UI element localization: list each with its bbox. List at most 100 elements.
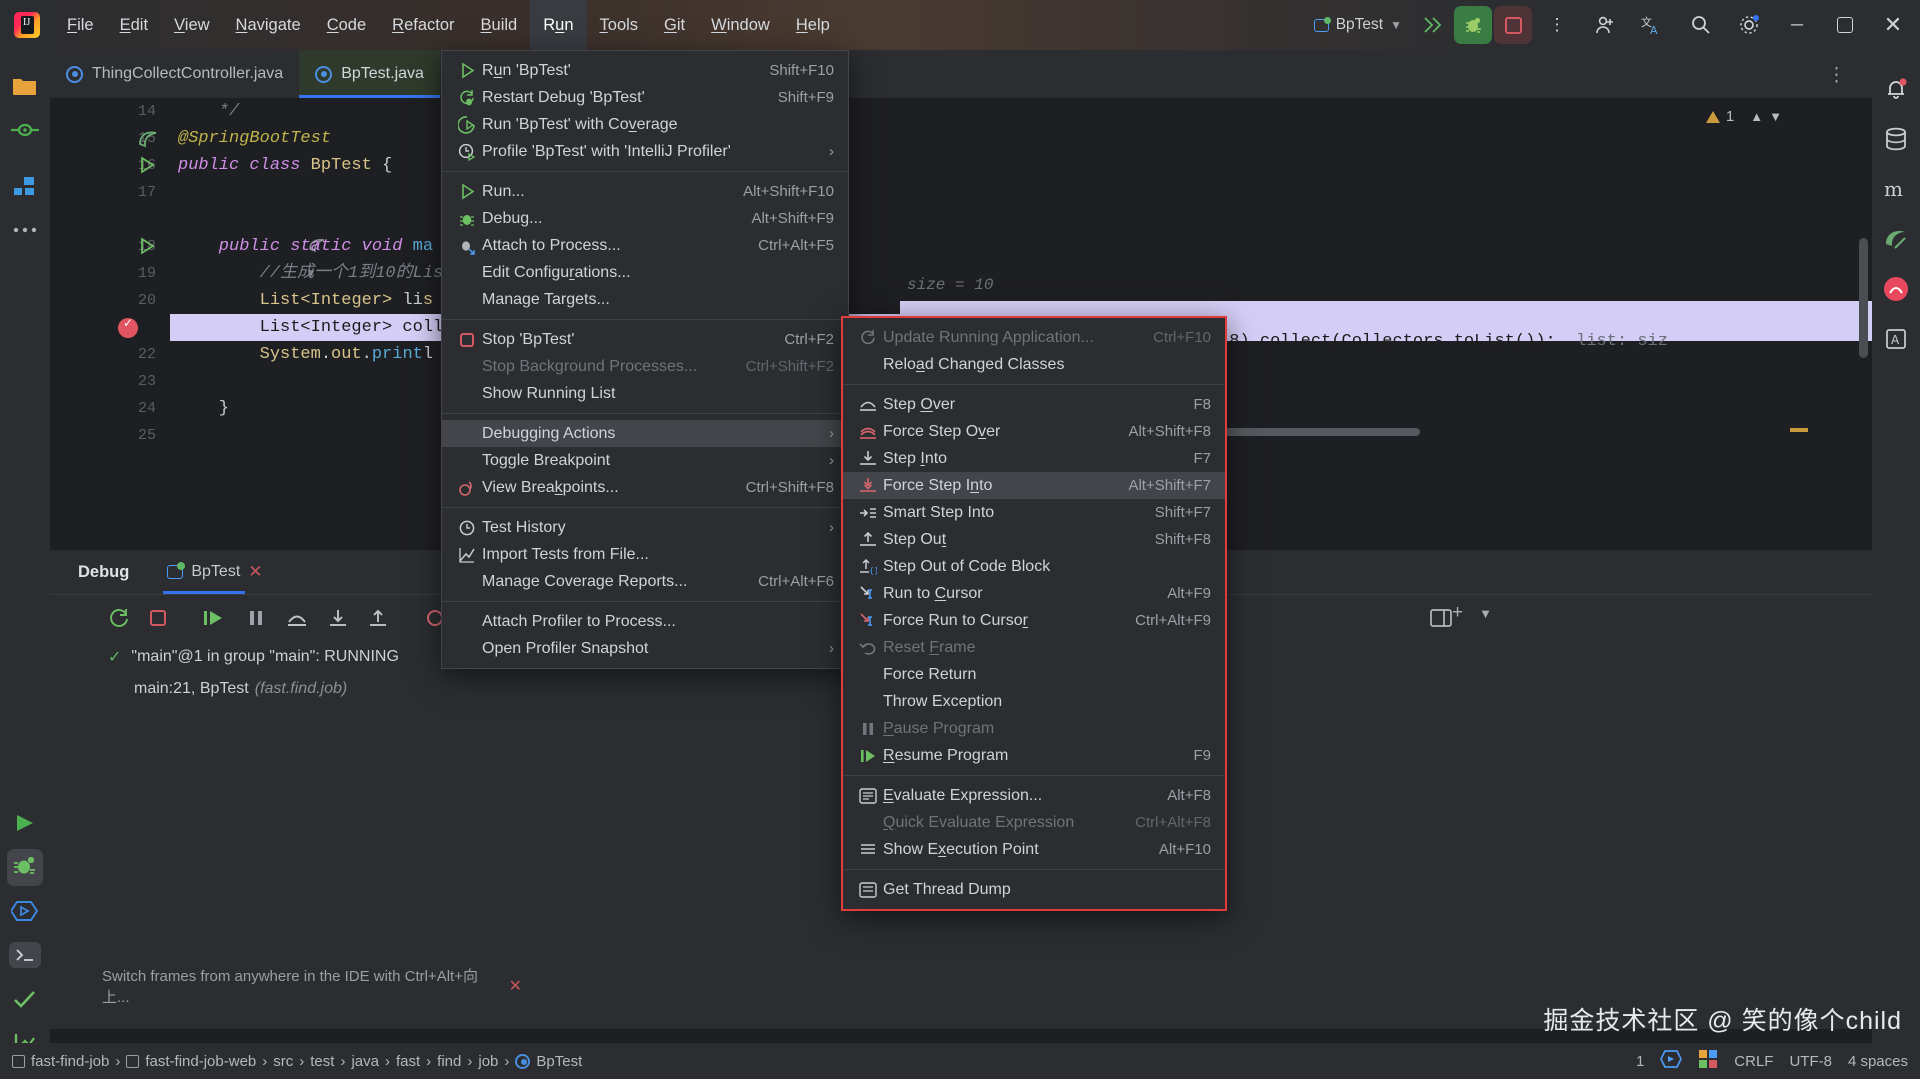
menu-refactor[interactable]: Refactor xyxy=(392,16,455,34)
menu-run-dots[interactable]: Run... Alt+Shift+F10 xyxy=(442,178,848,205)
gutter-line-breakpoint[interactable] xyxy=(50,314,170,341)
menu-tools[interactable]: Tools xyxy=(599,16,639,34)
close-button[interactable]: ✕ xyxy=(1883,12,1903,37)
breadcrumb-fast-find-job-web[interactable]: fast-find-job-web xyxy=(126,1053,256,1070)
breadcrumb-fast-find-job[interactable]: fast-find-job xyxy=(12,1053,109,1070)
thread-row[interactable]: ✓ "main"@1 in group "main": RUNNING xyxy=(50,640,1872,674)
layout-settings-icon[interactable] xyxy=(1430,608,1452,628)
menu-view-breakpoints[interactable]: View Breakpoints... Ctrl+Shift+F8 xyxy=(442,474,848,501)
fold-marker[interactable] xyxy=(1790,428,1808,432)
menu-edit-configurations[interactable]: Edit Configurations... xyxy=(442,259,848,286)
minimize-button[interactable]: ─ xyxy=(1790,15,1804,34)
submenu-reload-changed-classes[interactable]: Reload Changed Classes xyxy=(843,351,1225,378)
spring-icon[interactable] xyxy=(1872,214,1920,264)
submenu-get-thread-dump[interactable]: Get Thread Dump xyxy=(843,876,1225,903)
menu-restart-debug[interactable]: Restart Debug 'BpTest' Shift+F9 xyxy=(442,84,848,111)
menu-run-bptest[interactable]: Run 'BpTest' Shift+F10 xyxy=(442,57,848,84)
step-over-icon[interactable] xyxy=(286,608,308,628)
step-into-icon[interactable] xyxy=(328,608,348,628)
submenu-smart-step-into[interactable]: Smart Step Into Shift+F7 xyxy=(843,499,1225,526)
caret-position[interactable]: 1 xyxy=(1635,1052,1645,1070)
more-tool-windows-icon[interactable] xyxy=(0,208,50,252)
submenu-step-out-of-code-block[interactable]: {} Step Out of Code Block xyxy=(843,553,1225,580)
search-icon[interactable] xyxy=(1678,0,1724,50)
menu-show-running-list[interactable]: Show Running List xyxy=(442,380,848,407)
menu-window[interactable]: Window xyxy=(711,16,770,34)
menu-navigate[interactable]: Navigate xyxy=(235,16,301,34)
maximize-button[interactable] xyxy=(1822,0,1868,50)
run-gutter-icon[interactable] xyxy=(138,237,158,257)
submenu-step-into[interactable]: Step Into F7 xyxy=(843,445,1225,472)
submenu-force-step-into[interactable]: Force Step Into Alt+Shift+F7 xyxy=(843,472,1225,499)
breadcrumb-java[interactable]: java xyxy=(351,1053,379,1070)
prev-problem-icon[interactable]: ▲ xyxy=(1750,109,1764,124)
menu-build[interactable]: Build xyxy=(480,16,518,34)
ai-assistant-icon[interactable] xyxy=(1872,264,1920,314)
indent-setting[interactable]: 4 spaces xyxy=(1847,1052,1908,1070)
services-icon[interactable] xyxy=(0,889,50,933)
stop-button[interactable] xyxy=(1494,6,1532,44)
submenu-resume-program[interactable]: Resume Program F9 xyxy=(843,742,1225,769)
terminal-icon[interactable] xyxy=(0,933,50,977)
editor-gutter[interactable]: 14 15 16 17 18 19 20 xyxy=(50,98,170,550)
menu-profile-intellij-profiler[interactable]: Profile 'BpTest' with 'IntelliJ Profiler… xyxy=(442,138,848,165)
menu-import-tests-from-file[interactable]: Import Tests from File... xyxy=(442,541,848,568)
stop-icon[interactable] xyxy=(150,609,166,626)
menu-code[interactable]: Code xyxy=(326,16,367,34)
menu-debugging-actions[interactable]: Debugging Actions › xyxy=(442,420,848,447)
menu-edit[interactable]: Edit xyxy=(119,16,149,34)
editor-vertical-scrollbar[interactable] xyxy=(1859,238,1868,358)
inspection-status[interactable]: 1 ▲ ▼ xyxy=(1705,108,1782,125)
submenu-step-over[interactable]: Step Over F8 xyxy=(843,391,1225,418)
menu-debug-dots[interactable]: Debug... Alt+Shift+F9 xyxy=(442,205,848,232)
menu-run-with-coverage[interactable]: Run 'BpTest' with Coverage xyxy=(442,111,848,138)
menu-manage-targets[interactable]: Manage Targets... xyxy=(442,286,848,313)
menu-file[interactable]: File xyxy=(67,16,94,34)
debug-session-tab[interactable]: BpTest ✕ xyxy=(163,550,266,594)
debug-run-button[interactable] xyxy=(1414,6,1452,44)
submenu-force-step-over[interactable]: Force Step Over Alt+Shift+F8 xyxy=(843,418,1225,445)
commit-icon[interactable] xyxy=(0,108,50,152)
menu-git[interactable]: Git xyxy=(664,16,686,34)
add-watch-icon[interactable]: + xyxy=(1452,602,1464,623)
submenu-force-return[interactable]: Force Return xyxy=(843,661,1225,688)
submenu-evaluate-expression[interactable]: Evaluate Expression... Alt+F8 xyxy=(843,782,1225,809)
structure-icon[interactable] xyxy=(0,164,50,208)
ide-feature-icon[interactable] xyxy=(1660,1049,1683,1073)
breadcrumb-find[interactable]: find xyxy=(437,1053,461,1070)
spring-bean-icon[interactable] xyxy=(138,129,158,149)
menu-run[interactable]: Run xyxy=(530,0,587,50)
line-separator[interactable]: CRLF xyxy=(1734,1052,1774,1070)
menu-manage-coverage-reports[interactable]: Manage Coverage Reports... Ctrl+Alt+F6 xyxy=(442,568,848,595)
plugin-icon[interactable] xyxy=(1698,1049,1718,1073)
run-menu-popup[interactable]: Run 'BpTest' Shift+F10 Restart Debug 'Bp… xyxy=(441,50,849,669)
menu-view[interactable]: View xyxy=(174,16,210,34)
code-editor[interactable]: 14 15 16 17 18 19 20 xyxy=(50,98,1872,550)
step-out-icon[interactable] xyxy=(368,608,388,628)
breadcrumb-test[interactable]: test xyxy=(310,1053,334,1070)
resume-program-icon[interactable] xyxy=(202,608,226,628)
menu-open-profiler-snapshot[interactable]: Open Profiler Snapshot › xyxy=(442,635,848,662)
notifications-icon[interactable] xyxy=(1872,64,1920,114)
close-session-icon[interactable]: ✕ xyxy=(248,562,263,581)
submenu-force-run-to-cursor[interactable]: Force Run to Cursor Ctrl+Alt+F9 xyxy=(843,607,1225,634)
hint-close-icon[interactable]: ✕ xyxy=(508,978,522,995)
watch-options-icon[interactable]: ▼ xyxy=(1479,605,1492,621)
submenu-throw-exception[interactable]: Throw Exception xyxy=(843,688,1225,715)
menu-stop-bptest[interactable]: Stop 'BpTest' Ctrl+F2 xyxy=(442,326,848,353)
gear-icon[interactable] xyxy=(1726,0,1772,50)
submenu-step-out[interactable]: Step Out Shift+F8 xyxy=(843,526,1225,553)
pause-program-icon[interactable] xyxy=(246,608,266,628)
menu-help[interactable]: Help xyxy=(795,16,830,34)
project-view-icon[interactable] xyxy=(0,64,50,108)
editor-options-icon[interactable]: ⋮ xyxy=(1827,65,1846,86)
more-options-button[interactable]: ⋮ xyxy=(1548,15,1566,34)
debug-button[interactable] xyxy=(1454,6,1492,44)
debug-tool-window-icon[interactable] xyxy=(0,845,50,889)
menu-attach-profiler-to-process[interactable]: Attach Profiler to Process... xyxy=(442,608,848,635)
breadcrumb-fast[interactable]: fast xyxy=(396,1053,420,1070)
menu-attach-to-process[interactable]: Attach to Process... Ctrl+Alt+F5 xyxy=(442,232,848,259)
account-icon[interactable] xyxy=(1582,0,1628,50)
tab-thingcollectcontroller[interactable]: ThingCollectController.java xyxy=(50,50,299,98)
